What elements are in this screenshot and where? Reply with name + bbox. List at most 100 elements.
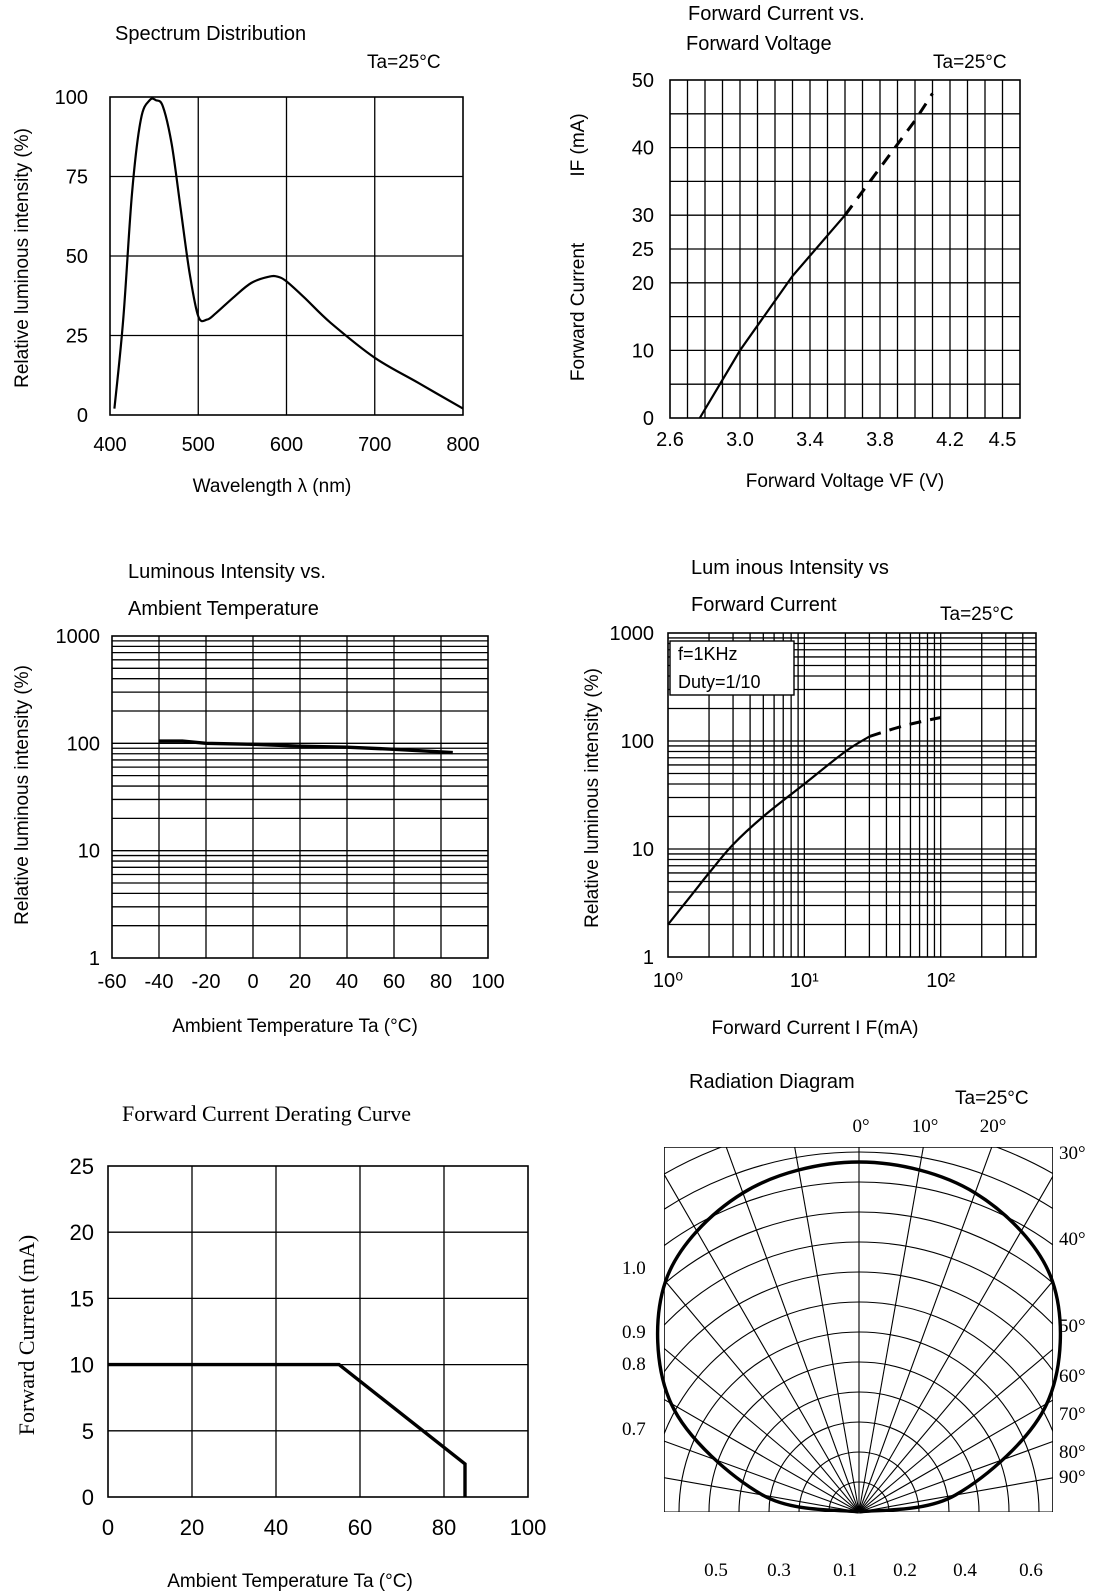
if-vf-line: [698, 214, 846, 419]
iv-if-xtick-label: 10²: [926, 970, 955, 992]
iv-if-title-line2: Forward Current: [691, 594, 837, 616]
if-vf-xlabel: Forward Voltage VF (V): [746, 471, 945, 492]
derating-ytick-label: 20: [70, 1220, 94, 1245]
spectrum-xtick-label: 700: [358, 434, 391, 456]
iv-temp-ytick-label: 1: [89, 948, 100, 970]
iv-if-title-line1: Lum inous Intensity vs: [691, 557, 889, 579]
iv-if-chart: Lum inous Intensity vs Forward Current T…: [582, 557, 1037, 1039]
radiation-radial-line: [664, 1398, 860, 1512]
iv-temp-ticks: -60 -40 -20 0 20 40 60 80 100 1 10 100 1000: [56, 626, 505, 993]
iv-temp-xlabel: Ambient Temperature Ta (°C): [172, 1016, 418, 1037]
spectrum-condition: Ta=25°C: [367, 52, 441, 73]
if-vf-condition: Ta=25°C: [933, 52, 1007, 73]
radiation-right-angle-label: 40°: [1059, 1229, 1086, 1250]
radiation-bottom-scale-label: 0.3: [767, 1560, 791, 1581]
radiation-radial-line: [664, 1278, 860, 1512]
iv-temp-series: [159, 739, 453, 755]
derating-ylabel: Forward Current (mA): [14, 1235, 39, 1435]
iv-temp-ylabel: Relative luminous intensity (%): [12, 665, 33, 925]
if-vf-ylabel: Forward Current: [568, 242, 589, 381]
iv-if-ytick-label: 10: [632, 839, 654, 861]
radiation-left-scale-label: 0.8: [622, 1354, 646, 1375]
spectrum-frame: [109, 96, 464, 416]
radiation-polar-grid: [664, 1147, 1053, 1512]
iv-temp-xtick-label: 20: [289, 971, 311, 993]
radiation-condition: Ta=25°C: [955, 1088, 1029, 1109]
derating-series: [108, 1362, 467, 1497]
radiation-right-angle-label: 50°: [1059, 1316, 1086, 1337]
radiation-right-angle-label: 60°: [1059, 1366, 1086, 1387]
derating-xtick-label: 20: [180, 1515, 204, 1540]
derating-xtick-label: 0: [102, 1515, 114, 1540]
spectrum-chart: Spectrum Distribution Ta=25°C Relative l…: [12, 23, 480, 497]
if-vf-chart: Forward Current vs. Forward Voltage Ta=2…: [568, 3, 1021, 492]
radiation-radial-line: [858, 1147, 924, 1512]
iv-temp-xtick-label: 80: [430, 971, 452, 993]
iv-temp-xtick-label: -20: [192, 971, 221, 993]
if-vf-title-line1: Forward Current vs.: [688, 3, 865, 25]
radiation-series: [655, 1160, 1063, 1514]
iv-if-legend-box: [669, 640, 795, 696]
radiation-arc: [664, 1181, 1053, 1247]
radiation-labels: 0° 10° 20° 30° 40° 50° 60° 70° 80° 90° 1.0 0.9 0.8 0.…: [622, 1116, 1086, 1581]
spectrum-xtick-label: 500: [182, 434, 215, 456]
if-vf-ytick-label: 10: [632, 340, 654, 362]
iv-temp-xtick-label: -40: [145, 971, 174, 993]
iv-temp-line: [159, 739, 453, 755]
radiation-pattern-line: [655, 1160, 1063, 1514]
iv-temp-title-line1: Luminous Intensity vs.: [128, 561, 326, 583]
radiation-radial-line: [858, 1348, 1053, 1512]
derating-xlabel: Ambient Temperature Ta (°C): [167, 1571, 413, 1592]
radiation-radial-line: [858, 1399, 1053, 1512]
if-vf-grid: [669, 79, 1021, 419]
spectrum-xtick-label: 800: [446, 434, 479, 456]
iv-if-line: [868, 716, 942, 738]
radiation-bottom-scale-label: 0.5: [704, 1560, 728, 1581]
if-vf-frame: [669, 79, 1021, 419]
derating-frame: [107, 1165, 529, 1498]
iv-temp-ytick-label: 10: [78, 841, 100, 863]
iv-if-legend-duty: Duty=1/10: [678, 672, 761, 692]
radiation-radial-line: [725, 1147, 860, 1512]
radiation-right-angle-label: 70°: [1059, 1404, 1086, 1425]
derating-ticks: 0 20 40 60 80 100 0 5 10 15 20 25: [70, 1154, 547, 1540]
radiation-arc: [664, 1241, 1053, 1327]
radiation-radial-line: [858, 1174, 1053, 1512]
iv-if-ylabel: Relative luminous intensity (%): [582, 668, 603, 928]
radiation-top-angle-label: 20°: [980, 1116, 1007, 1137]
iv-if-xlabel: Forward Current I F(mA): [712, 1018, 919, 1039]
spectrum-ytick-label: 25: [66, 326, 88, 348]
if-vf-xtick-label: 4.2: [936, 429, 964, 451]
if-vf-ytick-label: 40: [632, 138, 654, 160]
iv-if-xtick-label: 10⁰: [653, 970, 683, 992]
radiation-bottom-scale-label: 0.4: [953, 1560, 977, 1581]
derating-chart: Forward Current Derating Curve Forward C…: [14, 1101, 546, 1592]
iv-if-ytick-label: 100: [621, 731, 654, 753]
iv-if-series: [667, 716, 942, 926]
spectrum-ticks: 400 500 600 700 800 0 25 50 75 100: [55, 87, 480, 456]
radiation-right-angle-label: 30°: [1059, 1143, 1086, 1164]
if-vf-line: [843, 92, 934, 217]
radiation-right-angle-label: 80°: [1059, 1442, 1086, 1463]
if-vf-xtick-label: 3.8: [866, 429, 894, 451]
if-vf-title-line2: Forward Voltage: [686, 33, 832, 55]
if-vf-ytick-label: 50: [632, 70, 654, 92]
iv-temp-xtick-label: 60: [383, 971, 405, 993]
radiation-radial-line: [664, 1347, 860, 1512]
radiation-left-scale-label: 0.7: [622, 1419, 646, 1440]
spectrum-ylabel: Relative luminous intensity (%): [12, 128, 33, 388]
iv-if-line: [667, 735, 870, 926]
radiation-radial-line: [858, 1279, 1053, 1512]
spectrum-xtick-label: 600: [270, 434, 303, 456]
radiation-radial-line: [858, 1477, 1053, 1512]
if-vf-xtick-label: 3.4: [796, 429, 824, 451]
radiation-left-scale-label: 1.0: [622, 1258, 646, 1279]
derating-line: [108, 1362, 467, 1497]
derating-xtick-label: 100: [510, 1515, 547, 1540]
radiation-radial-line: [664, 1173, 860, 1512]
spectrum-series: [113, 97, 464, 410]
derating-xtick-label: 80: [432, 1515, 456, 1540]
derating-xtick-label: 40: [264, 1515, 288, 1540]
if-vf-ytick-label: 20: [632, 273, 654, 295]
